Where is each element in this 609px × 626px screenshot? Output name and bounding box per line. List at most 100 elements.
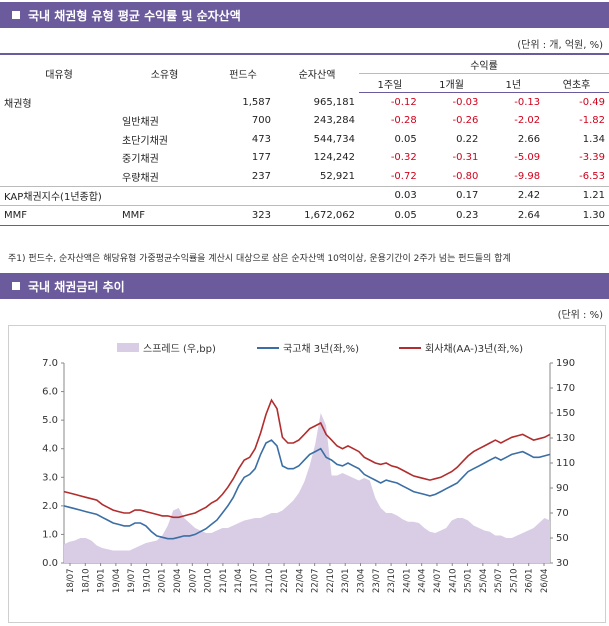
cell-r1w: -0.72 <box>390 170 417 182</box>
cell-r1y: -2.02 <box>514 115 541 127</box>
cell-r1m: -0.26 <box>452 115 479 127</box>
x-tick-label: 20/04 <box>173 569 183 594</box>
y-right-tick-label: 190 <box>556 358 575 369</box>
cell-subtype: MMF <box>118 205 211 226</box>
cell-aum <box>275 185 359 206</box>
cell-r1m: -0.31 <box>452 152 479 164</box>
cell-aum: 124,242 <box>313 152 355 164</box>
square-bullet-icon <box>12 11 20 19</box>
y-right-tick-label: 110 <box>556 458 575 469</box>
cell-subtype: 우량채권 <box>122 172 159 184</box>
cell-type: MMF <box>0 205 118 226</box>
x-tick-label: 20/07 <box>188 569 198 594</box>
x-tick-label: 21/10 <box>265 569 275 594</box>
col-aum: 순자산액 <box>275 53 359 93</box>
cell-ytd: 1.21 <box>544 185 609 206</box>
cell-r1m: -0.03 <box>452 96 479 108</box>
x-tick-label: 18/10 <box>81 569 91 594</box>
y-left-tick-label: 2.0 <box>42 501 58 512</box>
cell-subtype <box>118 93 211 112</box>
table-row: 채권형 1,587 965,181 -0.12 -0.03 -0.13 -0.49 <box>0 93 609 112</box>
cell-r1w: 0.05 <box>359 205 421 226</box>
cell-r1y: -0.13 <box>514 96 541 108</box>
corp-aa-3y-line-series <box>63 398 551 519</box>
cell-subtype: 초단기채권 <box>122 135 168 147</box>
legend-spread-label: 스프레드 (우,bp) <box>143 343 216 355</box>
x-tick-label: 19/07 <box>127 569 137 594</box>
cell-count: 323 <box>211 205 275 226</box>
y-left-tick-label: 4.0 <box>42 444 58 455</box>
table-footnote: 주1) 펀드수, 순자산액은 해당유형 가중평균수익률을 계산시 대상으로 삼은… <box>8 254 511 264</box>
y-left-tick-label: 6.0 <box>42 387 58 398</box>
x-tick-label: 23/04 <box>357 569 367 594</box>
col-subtype: 소유형 <box>118 53 211 93</box>
cell-subtype: 중기채권 <box>122 154 159 166</box>
table-row: 일반채권 700 243,284 -0.28 -0.26 -2.02 -1.82 <box>0 112 609 131</box>
x-tick-label: 25/01 <box>464 569 474 594</box>
cell-count: 177 <box>251 152 271 164</box>
x-tick-label: 20/10 <box>204 569 214 594</box>
x-tick-label: 19/04 <box>112 569 122 594</box>
x-tick-label: 24/10 <box>448 569 458 594</box>
col-count: 펀드수 <box>211 53 275 93</box>
square-bullet-icon <box>12 282 20 290</box>
x-tick-label: 23/01 <box>341 569 351 594</box>
y-left-tick-label: 5.0 <box>42 415 58 426</box>
cell-r1y: 2.66 <box>517 133 541 145</box>
x-tick-label: 26/01 <box>525 569 535 594</box>
x-tick-label: 22/01 <box>280 569 290 594</box>
cell-ytd: -1.82 <box>579 115 605 127</box>
y-right-tick-label: 70 <box>556 508 569 519</box>
cell-aum: 544,734 <box>313 133 355 145</box>
cell-count: 700 <box>251 115 271 127</box>
cell-r1w: -0.28 <box>390 115 417 127</box>
cell-r1m: 0.17 <box>420 185 483 206</box>
y-right-tick-label: 130 <box>556 433 575 444</box>
x-tick-label: 26/04 <box>540 569 550 594</box>
col-returns: 수익률 <box>359 53 609 74</box>
x-tick-label: 25/04 <box>479 569 489 594</box>
x-tick-label: 22/10 <box>326 569 336 594</box>
cell-count: 1,587 <box>242 96 271 108</box>
x-tick-label: 25/07 <box>494 569 504 594</box>
table-section-title: 국내 채권형 유형 평균 수익률 및 순자산액 <box>28 8 241 23</box>
col-type: 대유형 <box>0 53 118 93</box>
cell-aum: 52,921 <box>320 170 355 182</box>
spread-area-series <box>64 413 550 563</box>
cell-type: KAP채권지수(1년종합) <box>0 185 118 206</box>
cell-r1y: 2.42 <box>482 185 545 206</box>
cell-ytd: -0.49 <box>579 96 605 108</box>
x-tick-label: 24/01 <box>402 569 412 594</box>
cell-r1y: 2.64 <box>482 205 545 226</box>
cell-subtype <box>118 185 211 206</box>
x-tick-label: 21/01 <box>219 569 229 594</box>
x-tick-label: 20/01 <box>158 569 168 594</box>
y-right-tick-label: 90 <box>556 483 569 494</box>
x-tick-label: 19/01 <box>97 569 107 594</box>
y-left-tick-label: 1.0 <box>42 529 58 540</box>
x-tick-label: 22/04 <box>295 569 305 594</box>
legend-spread-swatch <box>117 343 139 352</box>
cell-r1w: 0.05 <box>394 133 417 145</box>
legend-ktb-3y-label: 국고채 3년(좌,%) <box>283 343 359 355</box>
table-unit-label: (단위 : 개, 억원, %) <box>517 40 603 51</box>
y-right-tick-label: 50 <box>556 533 569 544</box>
table-row: 우량채권 237 52,921 -0.72 -0.80 -9.98 -6.53 <box>0 167 609 186</box>
chart-section-title: 국내 채권금리 추이 <box>28 279 125 294</box>
cell-count <box>211 185 275 206</box>
legend-corp-aa-3y-label: 회사채(AA-)3년(좌,%) <box>425 343 523 355</box>
cell-aum: 243,284 <box>313 115 355 127</box>
ktb-3y-line-series <box>63 439 551 540</box>
y-right-tick-label: 170 <box>556 383 575 394</box>
cell-r1y: -9.98 <box>514 170 541 182</box>
x-tick-label: 21/07 <box>250 569 260 594</box>
cell-ytd: 1.34 <box>582 133 605 145</box>
cell-aum: 965,181 <box>313 96 355 108</box>
col-r1m: 1개월 <box>420 73 483 93</box>
y-left-tick-label: 0.0 <box>42 558 58 569</box>
cell-r1w: 0.03 <box>359 185 421 206</box>
cell-type <box>0 130 118 149</box>
col-ytd: 연초후 <box>544 73 609 93</box>
x-tick-label: 18/07 <box>66 569 76 594</box>
table-section-header: 국내 채권형 유형 평균 수익률 및 순자산액 <box>0 2 609 28</box>
